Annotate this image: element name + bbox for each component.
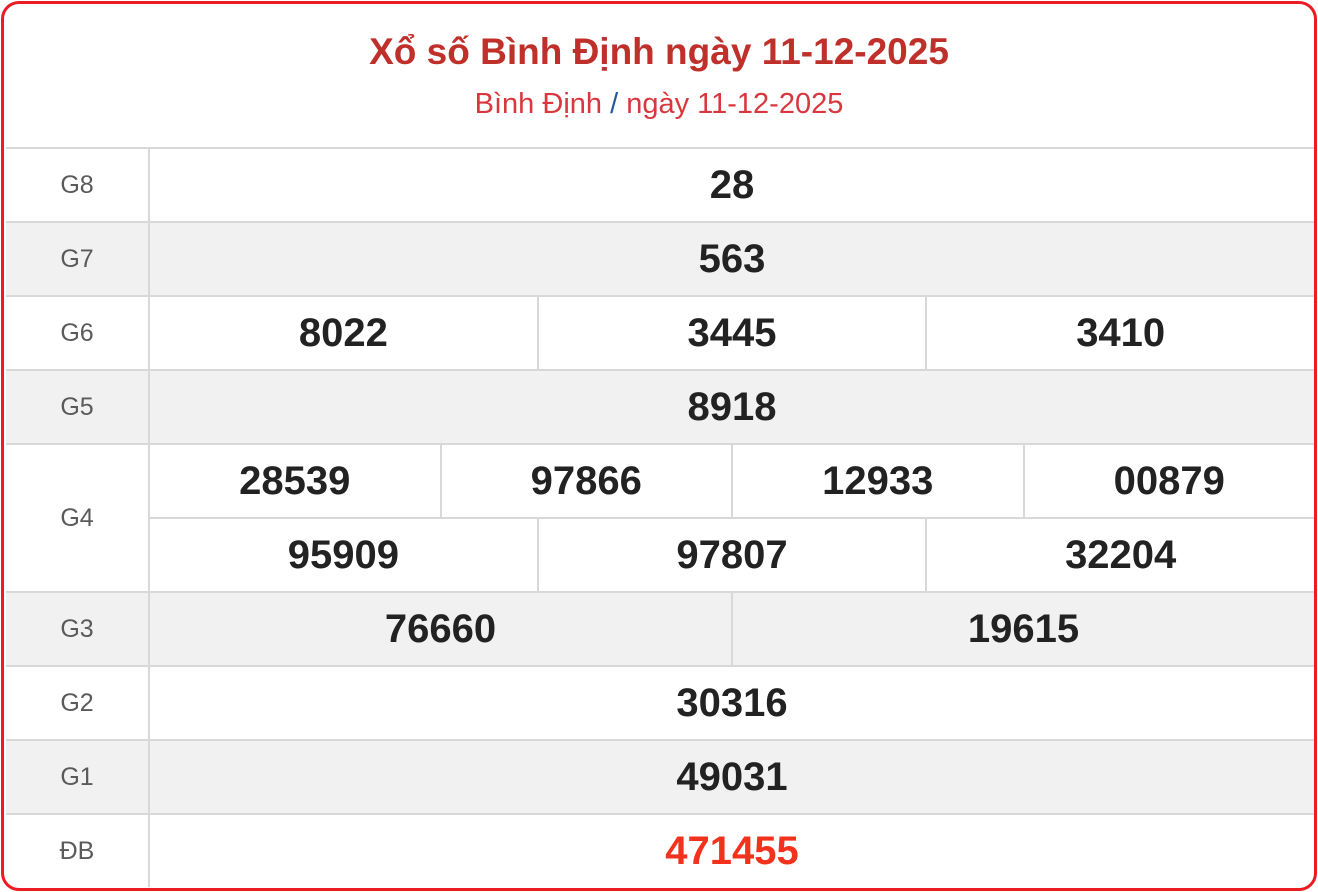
prize-number: 76660: [384, 606, 497, 651]
prize-number: 32204: [925, 519, 1314, 591]
prize-line: 8918: [150, 371, 1314, 443]
prize-row-g3: G3 76660 19615: [6, 591, 1314, 665]
prize-number: 19615: [731, 593, 1314, 665]
prize-line: 30316: [150, 667, 1314, 739]
results-table: G8 28 G7 563 G6 8022 3445 3410 G5 8918 G4 28539 9786…: [6, 147, 1314, 887]
prize-line: 95909 97807 32204: [150, 517, 1314, 591]
prize-label: G4: [6, 445, 150, 591]
breadcrumb: Bình Định / ngày 11-12-2025: [4, 86, 1314, 122]
prize-number: 28539: [239, 458, 351, 503]
prize-number: 563: [698, 236, 766, 281]
prize-row-g5: G5 8918: [6, 369, 1314, 443]
prize-label: G2: [6, 667, 150, 739]
special-prize-number: 471455: [665, 828, 799, 873]
prize-number: 12933: [731, 445, 1023, 517]
prize-row-g2: G2 30316: [6, 665, 1314, 739]
prize-number: 3445: [536, 297, 926, 369]
breadcrumb-separator: /: [610, 88, 619, 120]
prize-number: 97807: [536, 519, 926, 591]
prize-line: 471455: [150, 815, 1314, 887]
prize-number: 95909: [287, 532, 399, 577]
breadcrumb-province-link[interactable]: Bình Định: [474, 88, 603, 120]
prize-row-g1: G1 49031: [6, 739, 1314, 813]
prize-line: 28539 97866 12933 00879: [150, 445, 1314, 517]
prize-label: G3: [6, 593, 150, 665]
prize-number: 28: [709, 162, 755, 207]
prize-line: 76660 19615: [150, 593, 1314, 665]
prize-number: 8022: [298, 310, 388, 355]
prize-line: 49031: [150, 741, 1314, 813]
prize-label: G1: [6, 741, 150, 813]
prize-number: 30316: [676, 680, 788, 725]
prize-label: ĐB: [6, 815, 150, 887]
prize-line: 28: [150, 149, 1314, 221]
prize-number: 49031: [676, 754, 788, 799]
page-title: Xổ số Bình Định ngày 11-12-2025: [369, 31, 949, 72]
header: Xổ số Bình Định ngày 11-12-2025 Bình Địn…: [4, 4, 1314, 147]
prize-number: 00879: [1022, 445, 1315, 517]
prize-label: G5: [6, 371, 150, 443]
prize-number: 97866: [439, 445, 732, 517]
prize-label: G8: [6, 149, 150, 221]
prize-number: 3410: [925, 297, 1314, 369]
prize-label: G7: [6, 223, 150, 295]
prize-row-g7: G7 563: [6, 221, 1314, 295]
prize-row-đb: ĐB 471455: [6, 813, 1314, 887]
prize-line: 8022 3445 3410: [150, 297, 1314, 369]
breadcrumb-date-link[interactable]: ngày 11-12-2025: [626, 88, 844, 120]
prize-row-g4: G4 28539 97866 12933 00879 95909 97807 32204: [6, 443, 1314, 591]
prize-number: 8918: [687, 384, 777, 429]
prize-row-g8: G8 28: [6, 147, 1314, 221]
prize-row-g6: G6 8022 3445 3410: [6, 295, 1314, 369]
prize-label: G6: [6, 297, 150, 369]
prize-line: 563: [150, 223, 1314, 295]
